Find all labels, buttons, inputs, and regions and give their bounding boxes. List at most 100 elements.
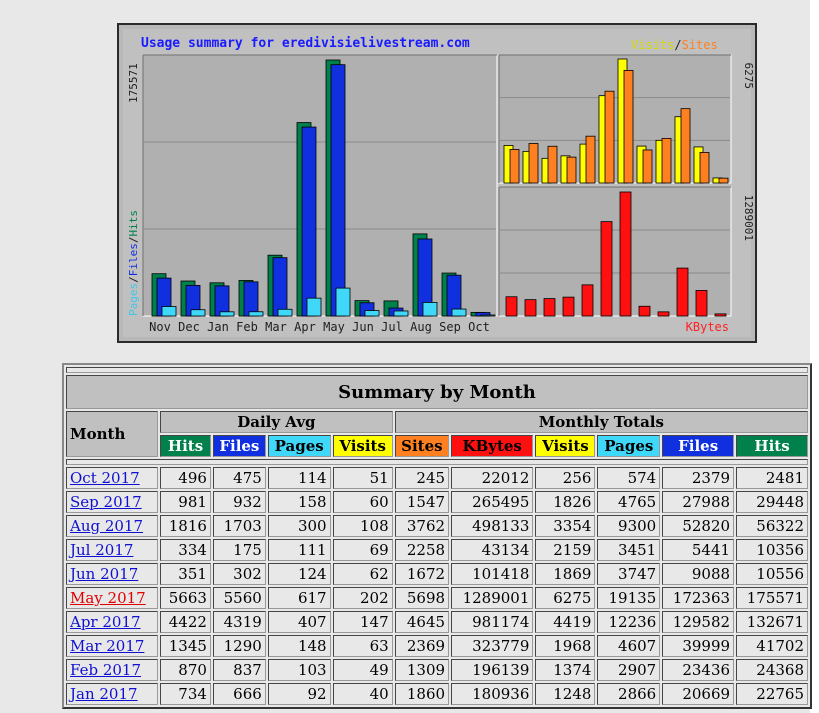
kbytes-bar — [714, 313, 727, 317]
value-cell: 498133 — [451, 515, 534, 537]
value-cell: 10356 — [736, 539, 808, 561]
files-bar — [243, 281, 259, 317]
month-cell: Apr 2017 — [66, 611, 159, 633]
value-cell: 147 — [332, 611, 393, 633]
value-cell: 4607 — [597, 635, 661, 657]
column-header-files: Files — [212, 435, 266, 457]
month-link[interactable]: Jan 2017 — [70, 685, 138, 703]
value-cell: 1289001 — [451, 587, 534, 609]
kbytes-bar — [638, 305, 651, 317]
value-cell: 3762 — [394, 515, 450, 537]
value-cell: 172363 — [662, 587, 735, 609]
table-title: Summary by Month — [66, 375, 808, 409]
value-cell: 2369 — [394, 635, 450, 657]
month-link[interactable]: Jul 2017 — [70, 541, 134, 559]
pages-bar — [364, 310, 380, 317]
value-cell: 101418 — [451, 563, 534, 585]
value-cell: 245 — [394, 467, 450, 489]
x-tick-label: Sep — [439, 320, 461, 334]
pages-bar — [393, 310, 409, 317]
month-link[interactable]: Aug 2017 — [70, 517, 144, 535]
value-cell: 981 — [160, 491, 211, 513]
value-cell: 180936 — [451, 683, 534, 705]
sites-bar — [718, 177, 729, 184]
value-cell: 10556 — [736, 563, 808, 585]
value-cell: 111 — [267, 539, 331, 561]
value-cell: 1826 — [535, 491, 596, 513]
value-cell: 124 — [267, 563, 331, 585]
value-cell: 63 — [332, 635, 393, 657]
value-cell: 6275 — [535, 587, 596, 609]
month-link[interactable]: Mar 2017 — [70, 637, 145, 655]
value-cell: 1816 — [160, 515, 211, 537]
value-cell: 302 — [212, 563, 266, 585]
column-header-kbytes: KBytes — [451, 435, 534, 457]
pages-bar — [161, 306, 177, 317]
value-cell: 24368 — [736, 659, 808, 681]
month-link[interactable]: Sep 2017 — [70, 493, 142, 511]
value-cell: 574 — [597, 467, 661, 489]
value-cell: 22012 — [451, 467, 534, 489]
column-header-hits: Hits — [736, 435, 808, 457]
sites-bar — [642, 149, 653, 184]
table-row: Apr 2017 4422 4319 407 147 4645 981174 4419 1223… — [66, 611, 808, 633]
kbytes-bar — [505, 296, 518, 317]
value-cell: 22765 — [736, 683, 808, 705]
column-header-visits: Visits — [332, 435, 393, 457]
table-row: Jan 2017 734 666 92 40 1860 180936 1248 2866 2066… — [66, 683, 808, 705]
value-cell: 4419 — [535, 611, 596, 633]
value-cell: 5441 — [662, 539, 735, 561]
month-cell: Jan 2017 — [66, 683, 159, 705]
x-tick-label: Jun — [352, 320, 374, 334]
top-right-ymax-label: 6275 — [742, 63, 755, 90]
top-right-ymax-group: 6275 — [742, 63, 755, 90]
month-link[interactable]: Jun 2017 — [70, 565, 139, 583]
month-link[interactable]: Feb 2017 — [70, 661, 142, 679]
value-cell: 1248 — [535, 683, 596, 705]
x-tick-label: Aug — [410, 320, 432, 334]
x-tick-label: Mar — [265, 320, 287, 334]
value-cell: 158 — [267, 491, 331, 513]
month-link[interactable]: Apr 2017 — [70, 613, 141, 631]
kbytes-bar — [619, 191, 632, 317]
value-cell: 2159 — [535, 539, 596, 561]
month-link[interactable]: May 2017 — [70, 589, 146, 607]
x-tick-label: Jan — [207, 320, 229, 334]
value-cell: 132671 — [736, 611, 808, 633]
value-cell: 734 — [160, 683, 211, 705]
value-cell: 1547 — [394, 491, 450, 513]
value-cell: 323779 — [451, 635, 534, 657]
x-tick-label: Nov — [149, 320, 171, 334]
kbytes-bar — [600, 221, 613, 317]
chart-title: Usage summary for eredivisielivestream.c… — [141, 36, 470, 51]
value-cell: 52820 — [662, 515, 735, 537]
value-cell: 3354 — [535, 515, 596, 537]
sites-bar — [528, 143, 539, 184]
files-bar — [330, 64, 346, 317]
ylabel-slash-1: / — [127, 276, 140, 283]
value-cell: 41702 — [736, 635, 808, 657]
value-cell: 496 — [160, 467, 211, 489]
value-cell: 981174 — [451, 611, 534, 633]
value-cell: 9088 — [662, 563, 735, 585]
value-cell: 256 — [535, 467, 596, 489]
value-cell: 5698 — [394, 587, 450, 609]
column-header-hits: Hits — [160, 435, 211, 457]
sites-bar — [699, 152, 710, 184]
value-cell: 114 — [267, 467, 331, 489]
kbytes-bar — [543, 298, 556, 317]
pages-bar — [277, 308, 293, 317]
kbytes-bar — [581, 284, 594, 317]
month-link[interactable]: Oct 2017 — [70, 469, 140, 487]
ylabel-pages: Pages — [127, 283, 140, 316]
column-header-files: Files — [662, 435, 735, 457]
ylabel-hits: Hits — [127, 210, 140, 237]
value-cell: 475 — [212, 467, 266, 489]
kbytes-bar — [657, 311, 670, 317]
bottom-right-ymax-group: 1289001 — [742, 195, 755, 241]
kbytes-bar — [562, 296, 575, 317]
value-cell: 3451 — [597, 539, 661, 561]
ylabel-files: Files — [127, 243, 140, 276]
value-cell: 2379 — [662, 467, 735, 489]
sites-bar — [566, 156, 577, 184]
